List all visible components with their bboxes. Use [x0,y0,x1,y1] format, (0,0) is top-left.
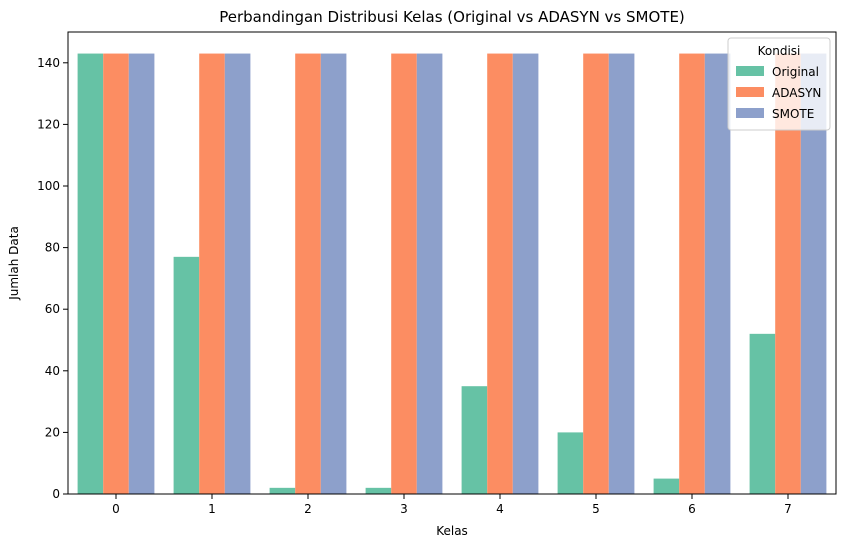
bar-original-kelas-2 [269,487,296,494]
legend-swatch-smote [736,108,764,118]
x-tick-label: 0 [112,502,120,516]
y-tick-label: 80 [45,241,60,255]
y-tick-label: 100 [37,179,60,193]
y-tick-label: 120 [37,117,60,131]
legend-label-adasyn: ADASYN [772,86,821,100]
x-tick-label: 4 [496,502,504,516]
y-tick-label: 40 [45,364,60,378]
x-tick-label: 6 [688,502,696,516]
legend-swatch-original [736,66,764,76]
x-axis-title: Kelas [436,524,468,538]
y-tick-label: 140 [37,56,60,70]
plot-frame [67,31,837,495]
bar-smote-kelas-0 [128,53,155,495]
bar-adasyn-kelas-0 [103,53,129,495]
x-tick-label: 5 [592,502,600,516]
legend-label-smote: SMOTE [772,107,814,121]
x-axis: 0 1 2 3 4 5 6 7 [112,494,792,516]
bar-original-kelas-0 [77,53,104,495]
bar-adasyn-kelas-1 [199,53,225,495]
y-axis-title: Jumlah Data [7,226,21,301]
bar-smote-kelas-6 [704,53,731,495]
bar-smote-kelas-3 [416,53,443,495]
x-tick-label: 2 [304,502,312,516]
legend-title: Kondisi [758,44,801,58]
bars-group [77,53,827,495]
bar-adasyn-kelas-6 [679,53,705,495]
bar-smote-kelas-5 [608,53,635,495]
bar-smote-kelas-2 [320,53,347,495]
y-tick-label: 60 [45,302,60,316]
bar-adasyn-kelas-4 [487,53,513,495]
x-tick-label: 3 [400,502,408,516]
bar-original-kelas-7 [749,333,776,494]
bar-original-kelas-3 [365,487,392,494]
bar-smote-kelas-1 [224,53,251,495]
bar-original-kelas-4 [461,386,488,494]
chart-title: Perbandingan Distribusi Kelas (Original … [219,8,685,26]
legend-label-original: Original [772,65,819,79]
bar-smote-kelas-4 [512,53,539,495]
bar-original-kelas-5 [557,432,584,494]
y-tick-label: 0 [52,487,60,501]
bar-adasyn-kelas-2 [295,53,321,495]
bar-original-kelas-6 [653,478,680,494]
bar-adasyn-kelas-5 [583,53,609,495]
legend-box [727,37,831,131]
legend-items: Original ADASYN SMOTE [736,65,821,121]
x-tick-label: 7 [784,502,792,516]
y-tick-label: 20 [45,425,60,439]
legend: Kondisi Original ADASYN SMOTE [727,37,831,131]
bar-original-kelas-1 [173,256,200,494]
y-axis: 0 20 40 60 80 100 120 140 [37,56,68,501]
x-tick-label: 1 [208,502,216,516]
legend-swatch-adasyn [736,87,764,97]
bar-adasyn-kelas-3 [391,53,417,495]
